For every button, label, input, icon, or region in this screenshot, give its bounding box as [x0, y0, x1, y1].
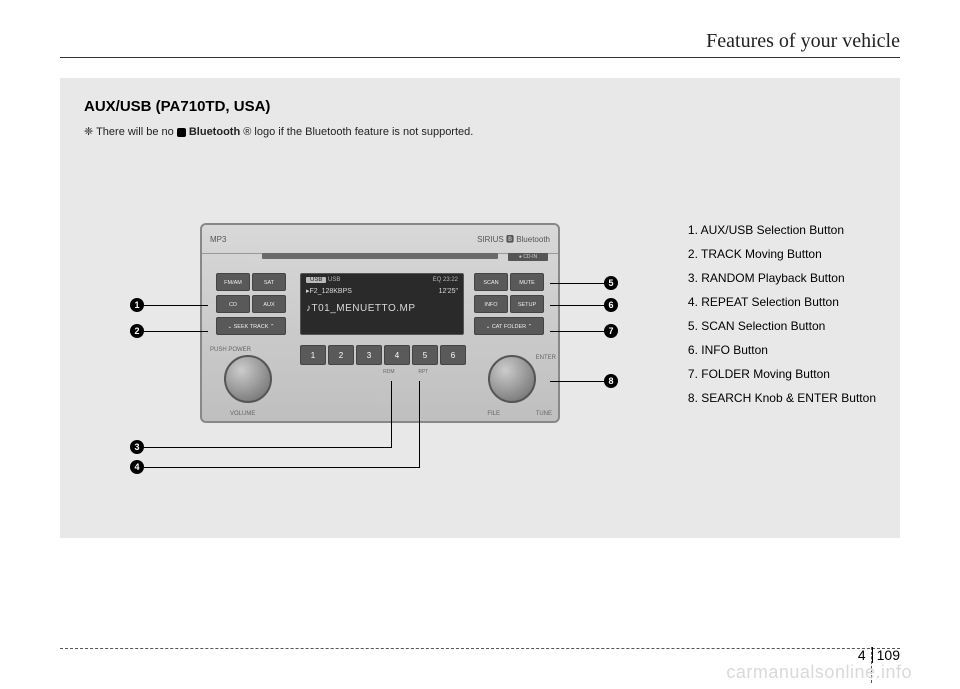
legend-list: 1. AUX/USB Selection Button 2. TRACK Mov…	[688, 218, 876, 410]
callout-vline	[391, 381, 392, 447]
aux-button[interactable]: AUX	[252, 295, 286, 313]
callout-line	[550, 331, 604, 332]
note-bt: Bluetooth	[189, 126, 240, 138]
callout-num-4: 4	[130, 460, 144, 474]
file-label: FILE	[487, 411, 500, 417]
usb-text: USB	[328, 277, 340, 283]
radio-figure: MP3 SIRIUS 🅱 Bluetooth ● CD-IN FM/AM SAT…	[200, 223, 560, 423]
preset-6[interactable]: 6	[440, 345, 466, 365]
callout-line	[144, 305, 208, 306]
legend-item-2: 2. TRACK Moving Button	[688, 242, 876, 266]
page: Features of your vehicle AUX/USB (PA710T…	[0, 0, 960, 689]
note-suffix: ® logo if the Bluetooth feature is not s…	[243, 126, 473, 138]
callout-num-2: 2	[130, 324, 144, 338]
callout-2: 2	[130, 324, 208, 338]
eq-text: EQ 23:22	[433, 277, 458, 285]
callout-num-1: 1	[130, 298, 144, 312]
preset-4[interactable]: 4	[384, 345, 410, 365]
callout-4: 4	[130, 460, 420, 474]
volume-knob[interactable]	[224, 355, 272, 403]
callout-5: 5	[550, 276, 618, 290]
legend-item-1: 1. AUX/USB Selection Button	[688, 218, 876, 242]
radio-top-bar: MP3 SIRIUS 🅱 Bluetooth	[202, 225, 558, 254]
callout-num-6: 6	[604, 298, 618, 312]
preset-5[interactable]: 5	[412, 345, 438, 365]
screen-row-2: ▸F2_128KBPS 12'25"	[306, 287, 458, 296]
left-row-1: FM/AM SAT	[216, 273, 286, 291]
callout-line	[550, 305, 604, 306]
legend-item-7: 7. FOLDER Moving Button	[688, 362, 876, 386]
cat-folder-button[interactable]: ⌄ CAT FOLDER ⌃	[474, 317, 544, 335]
page-number: 109	[877, 647, 900, 663]
info-button[interactable]: INFO	[474, 295, 508, 313]
right-row-2: INFO SETUP	[474, 295, 544, 313]
mute-button[interactable]: MUTE	[510, 273, 544, 291]
header-title: Features of your vehicle	[706, 30, 900, 52]
seek-track-button[interactable]: ⌄ SEEK TRACK ⌃	[216, 317, 286, 335]
callout-line	[144, 331, 208, 332]
preset-sublabels: RDM RPT	[300, 369, 464, 375]
tune-knob[interactable]	[488, 355, 536, 403]
sub-rdm: RDM	[383, 369, 394, 375]
enter-label: ENTER	[536, 355, 556, 361]
preset-1[interactable]: 1	[300, 345, 326, 365]
fmam-button[interactable]: FM/AM	[216, 273, 250, 291]
callout-line	[144, 467, 420, 468]
callout-7: 7	[550, 324, 618, 338]
setup-button[interactable]: SETUP	[510, 295, 544, 313]
sirius-label: SIRIUS 🅱 Bluetooth	[477, 234, 550, 245]
callout-6: 6	[550, 298, 618, 312]
callout-vline	[419, 381, 420, 467]
volume-label: VOLUME	[230, 411, 255, 417]
legend-item-8: 8. SEARCH Knob & ENTER Button	[688, 386, 876, 410]
panel-title: AUX/USB (PA710TD, USA)	[84, 98, 876, 115]
cd-button[interactable]: CD	[216, 295, 250, 313]
left-row-2: CD AUX	[216, 295, 286, 313]
watermark: carmanualsonline.info	[726, 662, 912, 683]
callout-num-8: 8	[604, 374, 618, 388]
left-row-3: ⌄ SEEK TRACK ⌃	[216, 317, 286, 335]
callout-1: 1	[130, 298, 208, 312]
callout-num-5: 5	[604, 276, 618, 290]
page-footer: 4109	[858, 647, 900, 663]
display-screen: USB USB EQ 23:22 ▸F2_128KBPS 12'25" ♪T01…	[300, 273, 464, 335]
legend-item-3: 3. RANDOM Playback Button	[688, 266, 876, 290]
sub-rpt: RPT	[418, 369, 428, 375]
legend-item-6: 6. INFO Button	[688, 338, 876, 362]
footer-dashed-line	[60, 648, 900, 649]
panel-note: ❈ There will be no Bluetooth ® logo if t…	[84, 125, 876, 138]
push-power-label: PUSH POWER	[210, 347, 251, 353]
note-prefix: ❈ There will be no	[84, 126, 177, 138]
legend-item-5: 5. SCAN Selection Button	[688, 314, 876, 338]
scan-button[interactable]: SCAN	[474, 273, 508, 291]
cd-in-indicator: ● CD-IN	[508, 253, 548, 261]
track-text: ♪T01_MENUETTO.MP	[306, 302, 458, 315]
right-row-1: SCAN MUTE	[474, 273, 544, 291]
preset-row: 1 2 3 4 5 6	[300, 345, 466, 365]
callout-num-3: 3	[130, 440, 144, 454]
bluetooth-icon	[177, 128, 186, 137]
preset-2[interactable]: 2	[328, 345, 354, 365]
callout-line	[550, 283, 604, 284]
usb-badge: USB	[306, 277, 326, 283]
screen-row-1: USB USB EQ 23:22	[306, 277, 458, 285]
legend-item-4: 4. REPEAT Selection Button	[688, 290, 876, 314]
callout-line	[550, 381, 604, 382]
bitrate-text: ▸F2_128KBPS	[306, 287, 352, 296]
cd-slot	[262, 253, 498, 259]
content-panel: AUX/USB (PA710TD, USA) ❈ There will be n…	[60, 78, 900, 538]
callout-line	[144, 447, 392, 448]
right-row-3: ⌄ CAT FOLDER ⌃	[474, 317, 544, 335]
preset-3[interactable]: 3	[356, 345, 382, 365]
callout-num-7: 7	[604, 324, 618, 338]
callout-3: 3	[130, 440, 392, 454]
sat-button[interactable]: SAT	[252, 273, 286, 291]
time-text: 12'25"	[439, 287, 458, 296]
page-header: Features of your vehicle	[60, 30, 900, 58]
mp3-label: MP3	[210, 235, 226, 244]
radio-unit: MP3 SIRIUS 🅱 Bluetooth ● CD-IN FM/AM SAT…	[200, 223, 560, 423]
tune-label: TUNE	[536, 411, 552, 417]
chapter-number: 4	[858, 647, 873, 663]
callout-8: 8	[550, 374, 618, 388]
